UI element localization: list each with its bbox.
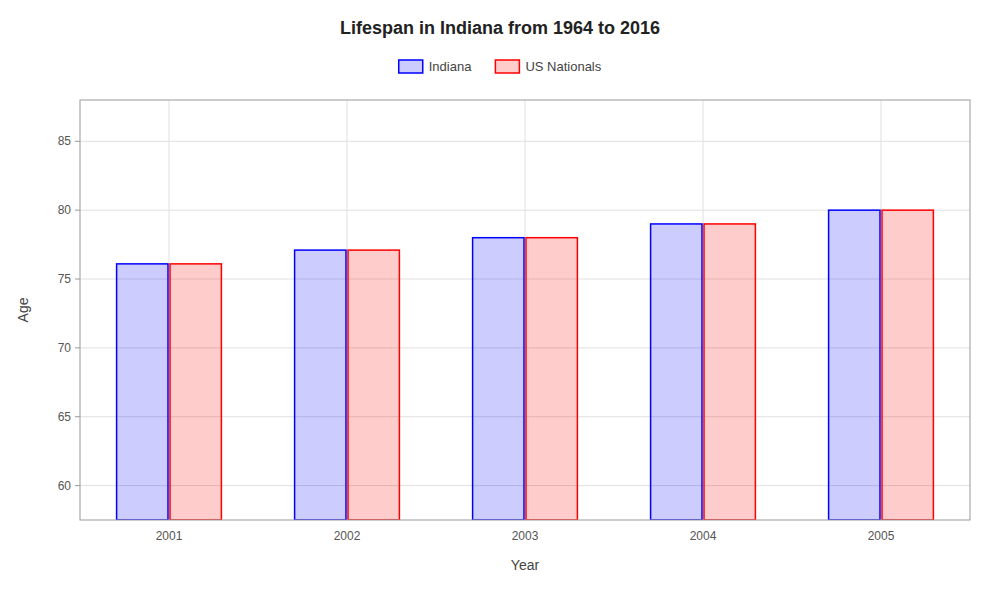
legend-item: Indiana — [399, 59, 472, 74]
x-tick-label: 2004 — [690, 529, 717, 543]
bar — [117, 264, 168, 520]
legend-label: US Nationals — [525, 59, 601, 74]
y-tick-label: 70 — [58, 341, 72, 355]
chart-title: Lifespan in Indiana from 1964 to 2016 — [340, 18, 660, 38]
bar — [651, 224, 702, 520]
x-tick-label: 2001 — [156, 529, 183, 543]
legend-swatch — [495, 60, 519, 73]
y-tick-label: 75 — [58, 272, 72, 286]
legend: Indiana US Nationals — [399, 59, 602, 74]
y-tick — [75, 347, 80, 348]
y-tick-label: 80 — [58, 203, 72, 217]
y-tick-label: 65 — [58, 410, 72, 424]
bar — [526, 238, 577, 520]
y-tick — [75, 416, 80, 417]
y-tick — [75, 210, 80, 211]
x-tick-label: 2002 — [334, 529, 361, 543]
legend-label: Indiana — [429, 59, 472, 74]
x-tick-label: 2005 — [868, 529, 895, 543]
y-tick-label: 60 — [58, 479, 72, 493]
bar — [704, 224, 755, 520]
bar — [829, 210, 880, 520]
bar — [295, 250, 346, 520]
y-tick — [75, 485, 80, 486]
chart-svg: 60 65 70 75 80 85 2001 2002 2003 2004 2005 Year Age L… — [0, 0, 1000, 600]
plot-frame — [80, 100, 970, 520]
legend-item: US Nationals — [495, 59, 601, 74]
plot-background — [80, 100, 970, 520]
y-axis-label: Age — [15, 297, 31, 322]
y-tick — [75, 141, 80, 142]
y-tick — [75, 279, 80, 280]
bars — [117, 210, 934, 520]
bar — [473, 238, 524, 520]
bar — [170, 264, 221, 520]
grid — [80, 100, 970, 520]
legend-swatch — [399, 60, 423, 73]
y-tick-label: 85 — [58, 134, 72, 148]
bar — [348, 250, 399, 520]
chart-container: 60 65 70 75 80 85 2001 2002 2003 2004 2005 Year Age L… — [0, 0, 1000, 600]
x-tick-label: 2003 — [512, 529, 539, 543]
bar — [882, 210, 933, 520]
x-axis-label: Year — [511, 557, 540, 573]
